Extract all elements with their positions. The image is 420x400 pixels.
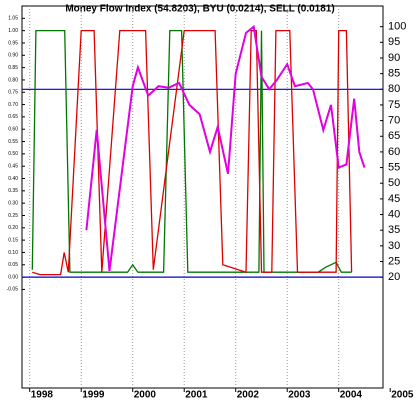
y2-tick-label: 55 — [388, 161, 400, 173]
y-tick-label: 0.35 — [8, 188, 18, 194]
y-tick-label: 0.30 — [8, 200, 18, 206]
y-tick-label: 0.75 — [8, 90, 18, 96]
y2-tick-label: 20 — [388, 271, 400, 283]
x-tick-label: 2002 — [237, 390, 260, 400]
y2-tick-label: 30 — [388, 240, 400, 252]
plot-frame — [21, 5, 384, 389]
x-tick-label: 2004 — [340, 390, 363, 400]
y2-tick-label: 95 — [388, 36, 400, 48]
y-tick-label: 0.45 — [8, 164, 18, 170]
y2-tick-label: 40 — [388, 208, 400, 220]
series-line — [85, 24, 366, 272]
x-tick-label: 1998 — [31, 390, 54, 400]
y2-tick-label: 100 — [388, 21, 406, 33]
y2-tick-label: 80 — [388, 83, 400, 95]
chart-title: Money Flow Index (54.8203), BYU (0.0214)… — [65, 4, 334, 15]
x-tick-label: 2001 — [185, 390, 208, 400]
series-line — [32, 29, 353, 276]
y-tick-label: 0.65 — [8, 114, 18, 120]
y-tick-label: 0.05 — [8, 262, 18, 268]
x-tick-label: 2005 — [391, 390, 414, 400]
y-tick-label: 0.20 — [8, 225, 18, 231]
y-tick-label: 1.00 — [8, 28, 18, 34]
y2-tick-label: 45 — [388, 193, 400, 205]
y-tick-label: 0.40 — [8, 176, 18, 182]
y2-tick-label: 90 — [388, 52, 400, 64]
y-tick-label: 0.50 — [8, 151, 18, 157]
y2-tick-label: 50 — [388, 177, 400, 189]
x-tick-label: 1999 — [82, 390, 105, 400]
y-tick-label: 0.80 — [8, 77, 18, 83]
y-tick-label: -0.05 — [7, 287, 19, 293]
y-tick-label: 0.25 — [8, 213, 18, 219]
y2-tick-label: 25 — [388, 255, 400, 267]
y-tick-label: 0.85 — [8, 65, 18, 71]
x-tick-label: 2000 — [134, 390, 157, 400]
y2-tick-label: 65 — [388, 130, 400, 142]
y-tick-label: 0.55 — [8, 139, 18, 145]
y-tick-label: 0.60 — [8, 127, 18, 133]
y2-tick-label: 35 — [388, 224, 400, 236]
y-tick-label: 0.90 — [8, 53, 18, 59]
y-tick-label: 0.10 — [8, 250, 18, 256]
y-tick-label: 0.95 — [8, 40, 18, 46]
y2-tick-label: 75 — [388, 99, 400, 111]
y2-tick-label: 60 — [388, 146, 400, 158]
y2-tick-label: 85 — [388, 68, 400, 80]
x-tick-label: 2003 — [288, 390, 311, 400]
y-tick-label: 0.70 — [8, 102, 18, 108]
y2-tick-label: 70 — [388, 115, 400, 127]
y-tick-label: 1.05 — [8, 16, 18, 22]
y-tick-label: 0.00 — [8, 274, 18, 280]
series-line — [31, 29, 352, 273]
y-tick-label: 0.15 — [8, 237, 18, 243]
